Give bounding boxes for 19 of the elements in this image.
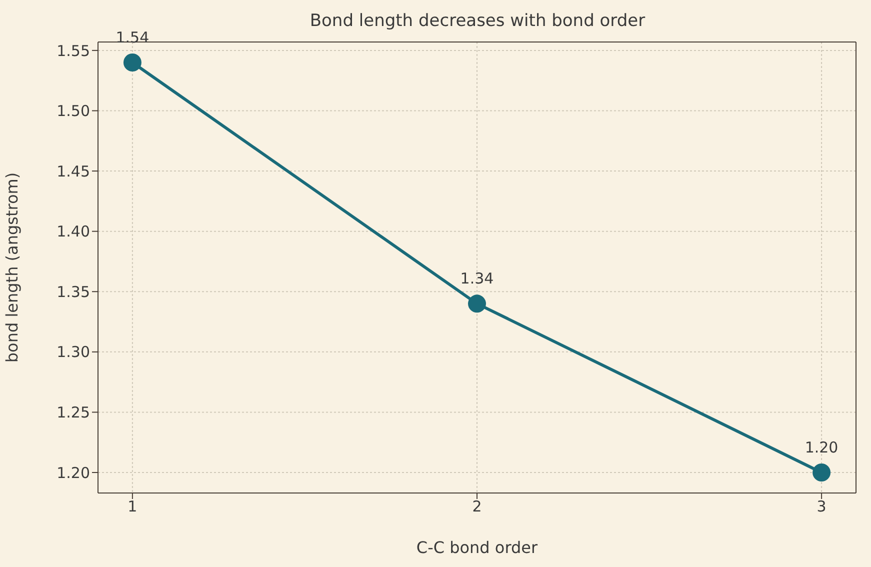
point	[812, 464, 831, 482]
data-label: 1.20	[804, 438, 838, 456]
y-tick-label: 1.30	[56, 343, 90, 362]
y-tick-label: 1.45	[56, 162, 90, 180]
y-tick-label: 1.35	[56, 282, 90, 301]
x-axis-title: C-C bond order	[416, 538, 538, 557]
y-tick-label: 1.55	[56, 42, 90, 60]
y-tick-label: 1.50	[56, 102, 90, 120]
chart-title: Bond length decreases with bond order	[310, 11, 646, 31]
y-tick-label: 1.20	[56, 464, 90, 482]
point	[468, 294, 486, 313]
x-tick-label: 3	[816, 498, 826, 516]
point	[123, 54, 142, 72]
y-axis-title: bond length (angstrom)	[2, 172, 22, 363]
x-tick-label: 2	[472, 498, 482, 516]
y-tick-label: 1.25	[56, 404, 90, 422]
y-tick-label: 1.40	[56, 222, 90, 241]
x-tick-label: 1	[128, 498, 138, 516]
data-label: 1.34	[460, 270, 494, 288]
